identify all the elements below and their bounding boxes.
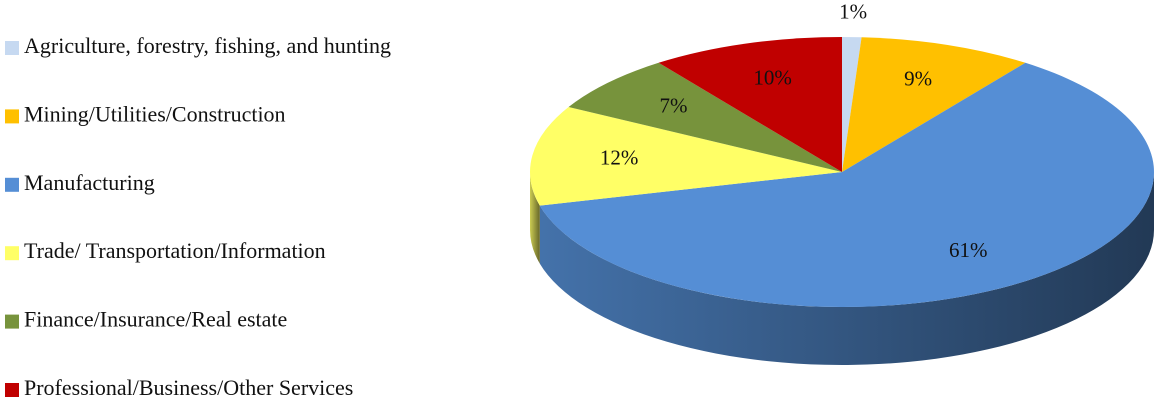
- legend-label: Trade/ Transportation/Information: [24, 238, 326, 263]
- legend-label: Professional/Business/Other Services: [24, 375, 353, 400]
- pie-slice: [842, 37, 862, 172]
- legend-swatch: [5, 109, 19, 124]
- pie-slice: [530, 106, 842, 206]
- legend-swatch: [5, 246, 19, 261]
- legend-label: Agriculture, forestry, fishing, and hunt…: [24, 33, 391, 58]
- pie-slice-side: [539, 172, 1154, 366]
- legend-swatch: [5, 177, 19, 192]
- data-label: 61%: [949, 238, 988, 262]
- pie-slice: [568, 62, 842, 172]
- data-label: 1%: [839, 0, 867, 23]
- data-label: 10%: [753, 65, 792, 89]
- legend-swatch: [5, 383, 19, 397]
- pie-slice: [658, 37, 842, 172]
- data-label: 7%: [659, 94, 687, 118]
- legend-label: Manufacturing: [24, 170, 155, 195]
- pie-slice: [842, 37, 1026, 173]
- data-label: 12%: [600, 146, 639, 170]
- legend-label: Finance/Insurance/Real estate: [24, 307, 287, 332]
- legend-label: Mining/Utilities/Construction: [24, 101, 286, 126]
- legend-swatch: [5, 314, 19, 329]
- pie-slice: [539, 62, 1155, 308]
- pie-slice-side: [530, 172, 540, 264]
- legend-swatch: [5, 41, 19, 55]
- data-label: 9%: [904, 66, 932, 90]
